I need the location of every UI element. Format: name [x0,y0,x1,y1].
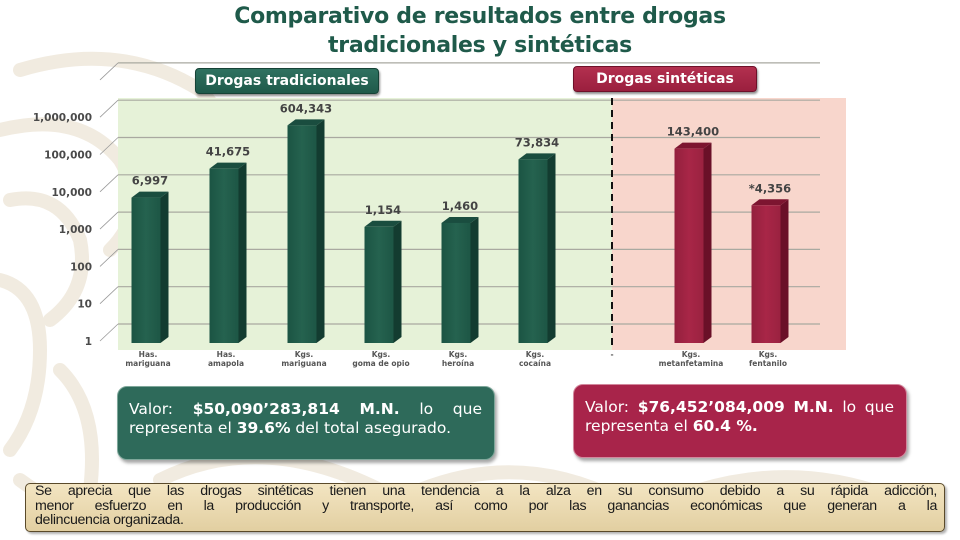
bar-top [674,142,712,149]
traditional-value-summary: Valor: $50,090’283,814 M.N. lo que repre… [117,386,495,460]
bar-front [674,148,704,343]
value-word: que [452,400,482,418]
bar-traditional: 73,834 [515,135,559,343]
gridline-perspective [99,174,119,193]
bar-traditional: 6,997 [131,174,169,343]
bar-side [470,216,479,343]
x-tick-label: Kgs. mariguana [281,350,326,368]
note-line-1: Se aprecia que las drogas sintéticas tie… [35,483,937,499]
bar-side [703,142,712,343]
gridline-perspective [99,286,119,304]
synthetic-plot-background [612,98,846,350]
x-tick-label: Has. amapola [208,350,244,368]
bar-front [209,168,239,343]
bar-traditional: 1,460 [441,199,479,343]
bar-side [547,153,556,343]
bar-front [751,205,781,343]
y-tick-label: 10 [77,299,92,311]
gridline-perspective [99,323,119,342]
y-tick-label: 100 [70,261,92,273]
bar-front [287,125,317,343]
gridline-perspective [99,137,119,155]
bar-top [518,153,556,160]
value-prefix: Valor: [585,398,630,416]
synthetic-value-summary: Valor: $76,452’084,009 M.N. lo que repre… [573,384,907,458]
x-tick-label: Kgs. cocaína [519,350,551,368]
x-tick-label: Kgs. goma de opio [352,350,409,368]
bar-front [131,197,161,343]
bar-side [160,191,169,343]
value-prefix: Valor: [129,400,174,418]
x-tick-label: Kgs. metanfetamina [659,350,724,368]
title-line-1: Comparativo de resultados entre drogas [234,4,726,29]
gridline-perspective [99,62,119,81]
x-tick-label: Kgs. heroína [442,350,474,368]
bar-traditional: 1,154 [364,203,402,343]
bar-side [393,220,402,343]
bar-synthetic: *4,356 [749,181,791,343]
value-percent: 60.4 %. [692,417,758,435]
y-tick-label: 100,000 [44,150,92,162]
bar-synthetic: 143,400 [667,125,719,343]
bar-traditional: 604,343 [280,101,332,343]
conclusion-note: Se aprecia que las drogas sintéticas tie… [25,483,945,532]
data-label: *4,356 [749,181,791,195]
bar-front [364,226,394,343]
y-tick-label: 10,000 [51,187,92,199]
gridline-perspective [99,249,119,267]
value-line2-prefix: representa el [585,417,688,435]
value-word: lo [842,398,857,416]
x-tick-label: - [610,350,613,359]
value-amount: $50,090’283,814 [192,400,340,418]
data-label: 6,997 [132,174,168,188]
page-title: Comparativo de resultados entre drogas t… [0,2,960,60]
value-amount: $76,452’084,009 [637,398,785,416]
bar-top [209,162,247,169]
x-tick-label: Has. mariguana [125,350,170,368]
value-line2-prefix: representa el [129,419,232,437]
value-line2-suffix: del total asegurado. [295,419,452,437]
x-tick-label: Kgs. fentanilo [749,350,787,368]
bar-top [364,220,402,227]
data-label: 41,675 [206,145,250,159]
value-percent: 39.6% [236,419,291,437]
data-label: 1,154 [365,203,401,217]
bar-side [780,199,789,343]
data-label: 1,460 [442,199,478,213]
value-word: lo [419,400,434,418]
bar-front [441,222,471,343]
synthetic-section-label: Drogas sintéticas [573,66,757,92]
value-currency: M.N. [793,398,834,416]
data-label: 73,834 [515,135,559,149]
gridline-perspective [99,99,119,118]
note-line-3: delincuencia organizada. [35,512,184,528]
y-tick-label: 1,000 [59,224,92,236]
bar-side [238,162,247,343]
title-line-2: tradicionales y sintéticas [328,33,632,58]
bar-traditional: 41,675 [206,145,250,343]
bar-side [316,119,325,343]
note-line-2: menor esfuerzo en la producción y transp… [35,497,937,514]
bar-top [287,119,325,126]
bar-front [518,159,548,343]
gridline-perspective [99,211,119,230]
bar-top [441,216,479,223]
y-tick-label: 1,000,000 [33,112,92,124]
value-currency: M.N. [359,400,400,418]
bar-top [751,199,789,206]
traditional-section-label: Drogas tradicionales [195,68,379,94]
data-label: 143,400 [667,125,719,139]
bar-top [131,191,169,198]
data-label: 604,343 [280,101,332,115]
value-word: que [864,398,894,416]
y-tick-label: 1 [85,336,92,348]
